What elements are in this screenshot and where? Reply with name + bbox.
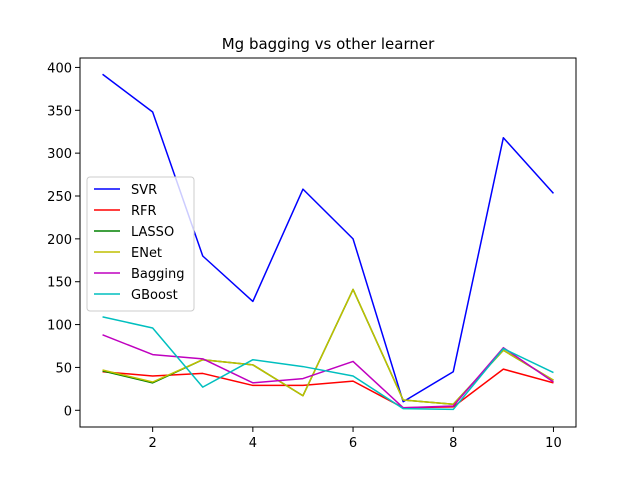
legend-label: ENet <box>131 246 162 261</box>
x-tick-label: 6 <box>349 436 357 451</box>
legend-label: LASSO <box>131 225 174 240</box>
x-tick-label: 10 <box>545 436 562 451</box>
x-axis: 2 4 6 8 10 <box>149 427 562 451</box>
plot-lines <box>102 73 555 411</box>
y-tick-label: 50 <box>55 361 72 376</box>
y-tick-label: 250 <box>47 190 72 205</box>
y-tick-label: 0 <box>64 404 72 419</box>
y-tick-label: 300 <box>47 147 72 162</box>
plot-frame <box>79 57 577 428</box>
x-tick-label: 4 <box>249 436 257 451</box>
legend: SVR RFR LASSO ENet Bagging GBoost <box>86 176 195 312</box>
legend-label: GBoost <box>131 288 178 303</box>
y-tick-label: 100 <box>47 319 72 334</box>
y-axis: 0 50 100 150 200 250 300 350 400 <box>47 61 80 419</box>
chart-title: Mg bagging vs other learner <box>222 35 435 53</box>
y-tick-label: 350 <box>47 104 72 119</box>
series-line-rfr <box>102 368 554 409</box>
x-tick-label: 2 <box>149 436 157 451</box>
legend-label: SVR <box>131 183 157 198</box>
y-tick-label: 200 <box>47 233 72 248</box>
x-tick-label: 8 <box>449 436 457 451</box>
legend-label: Bagging <box>131 267 185 282</box>
legend-label: RFR <box>131 204 157 219</box>
series-line-gboost <box>102 316 554 411</box>
y-tick-label: 150 <box>47 276 72 291</box>
y-tick-label: 400 <box>47 61 72 76</box>
